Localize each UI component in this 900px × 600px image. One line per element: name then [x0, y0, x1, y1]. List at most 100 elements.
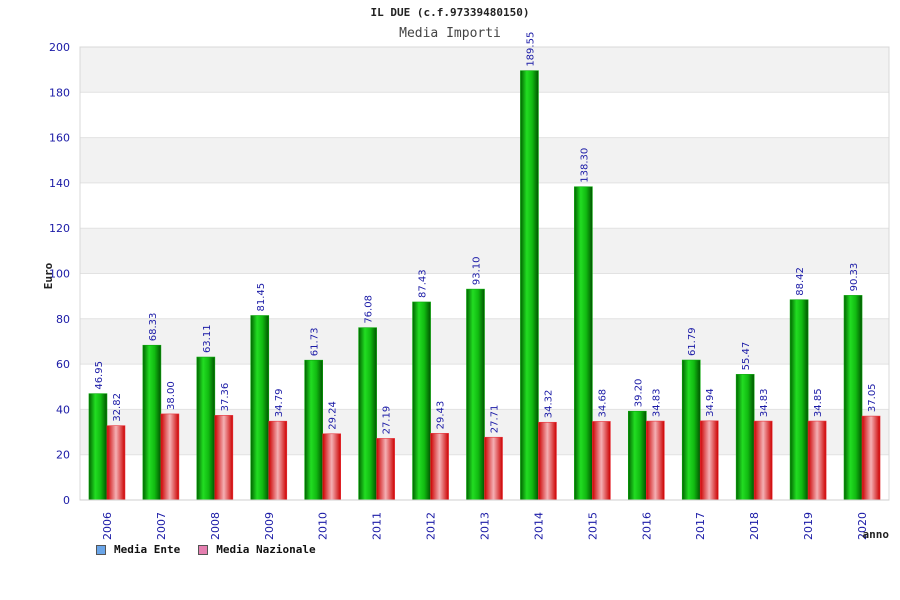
bar-media-ente — [843, 295, 863, 501]
bar-media-nazionale — [592, 421, 611, 501]
y-tick-label: 180 — [49, 86, 70, 99]
data-label: 138.30 — [579, 148, 590, 183]
x-tick-label: 2006 — [101, 512, 114, 540]
data-label: 93.10 — [472, 256, 483, 285]
legend-item-nazionale: Media Nazionale — [198, 543, 316, 556]
axes — [79, 46, 890, 501]
data-label: 34.83 — [759, 388, 770, 417]
data-label: 27.19 — [382, 406, 393, 435]
y-tick-label: 100 — [49, 268, 70, 281]
y-tick-label: 80 — [56, 313, 70, 326]
data-label: 34.94 — [705, 388, 716, 417]
bar-media-nazionale — [807, 420, 827, 501]
legend-item-ente: Media Ente — [96, 543, 180, 556]
data-label: 81.45 — [256, 283, 267, 312]
bar-media-ente — [681, 359, 701, 501]
bar-media-ente — [735, 374, 755, 501]
bar-media-nazionale — [645, 420, 665, 501]
x-tick-label: 2020 — [856, 512, 869, 540]
chart-title: IL DUE (c.f.97339480150) — [370, 6, 530, 19]
y-tick-label: 20 — [56, 449, 70, 462]
bar-media-ente — [250, 315, 270, 501]
y-tick-label: 200 — [49, 41, 70, 54]
data-label: 61.79 — [687, 327, 698, 356]
data-label: 34.85 — [813, 388, 824, 417]
chart-subtitle: Media Importi — [399, 26, 501, 41]
y-tick-label: 40 — [56, 403, 70, 416]
bar-media-ente — [412, 301, 431, 501]
bar-media-ente — [88, 393, 108, 501]
value-labels: 46.95 32.82 68.33 38.00 63.11 37.36 81.45 34.79… — [94, 32, 878, 435]
data-label: 90.33 — [849, 263, 860, 292]
x-tick-label: 2013 — [479, 512, 492, 540]
data-label: 63.11 — [202, 324, 213, 353]
bar-media-nazionale — [430, 433, 449, 501]
x-tick-label: 2008 — [209, 512, 222, 540]
legend: Media Ente Media Nazionale — [96, 543, 316, 556]
bar-media-nazionale — [753, 420, 773, 501]
x-tick-label: 2012 — [425, 512, 438, 540]
bar-media-ente — [466, 288, 485, 501]
data-label: 34.83 — [651, 388, 662, 417]
bar-media-nazionale — [322, 433, 342, 501]
data-label: 38.00 — [166, 381, 177, 410]
x-tick-label: 2011 — [371, 512, 384, 540]
data-label: 55.47 — [741, 342, 752, 371]
x-tick-label: 2009 — [263, 512, 276, 540]
y-tick-label: 60 — [56, 358, 70, 371]
legend-swatch-nazionale — [198, 544, 209, 555]
legend-swatch-ente — [96, 544, 106, 555]
x-tick-label: 2010 — [317, 512, 330, 540]
bar-media-ente — [358, 327, 377, 501]
data-label: 34.32 — [543, 390, 554, 419]
grid-band — [80, 228, 889, 274]
bar-media-ente — [574, 186, 593, 501]
bars — [88, 70, 881, 501]
data-label: 37.36 — [220, 383, 231, 412]
x-tick-label: 2017 — [694, 512, 707, 540]
x-axis-label: anno — [863, 528, 890, 541]
bar-media-nazionale — [160, 413, 180, 501]
bar-media-nazionale — [376, 438, 395, 501]
data-label: 27.71 — [490, 405, 501, 434]
y-tick-label: 160 — [49, 132, 70, 145]
data-label: 29.24 — [328, 401, 339, 430]
data-label: 189.55 — [525, 32, 536, 67]
data-label: 37.05 — [867, 383, 878, 412]
bar-media-ente — [789, 299, 809, 501]
y-axis-label: Euro — [42, 262, 55, 289]
legend-label-ente: Media Ente — [114, 543, 181, 556]
y-axis-ticks: 0 20 40 60 80 100 120 140 160 180 200 — [49, 41, 70, 507]
bar-media-ente — [520, 70, 539, 501]
grid-band — [80, 137, 889, 183]
y-tick-label: 0 — [63, 494, 70, 507]
bar-media-ente — [196, 356, 216, 501]
bar-media-ente — [142, 344, 162, 501]
x-tick-label: 2018 — [748, 512, 761, 540]
y-tick-label: 120 — [49, 222, 70, 235]
bar-media-nazionale — [106, 425, 126, 501]
x-axis-ticks: 2006 2007 2008 2009 2010 2011 2012 2013 2014 2015… — [101, 512, 869, 540]
bar-media-nazionale — [484, 436, 503, 501]
y-tick-label: 140 — [49, 177, 70, 190]
bar-media-nazionale — [538, 421, 557, 501]
bar-media-nazionale — [699, 420, 719, 501]
bar-media-nazionale — [861, 415, 881, 501]
x-tick-label: 2019 — [802, 512, 815, 540]
bar-media-ente — [627, 410, 647, 501]
data-label: 34.79 — [274, 389, 285, 418]
data-label: 46.95 — [94, 361, 105, 390]
bar-media-nazionale — [268, 420, 288, 501]
data-label: 34.68 — [597, 389, 608, 418]
data-label: 68.33 — [148, 313, 159, 342]
x-tick-label: 2014 — [532, 512, 545, 540]
data-label: 32.82 — [112, 393, 123, 422]
bar-media-ente — [304, 359, 324, 501]
data-label: 61.73 — [310, 328, 321, 357]
x-tick-label: 2016 — [640, 512, 653, 540]
x-tick-label: 2015 — [586, 512, 599, 540]
data-label: 87.43 — [418, 269, 429, 298]
bar-media-nazionale — [214, 415, 234, 501]
